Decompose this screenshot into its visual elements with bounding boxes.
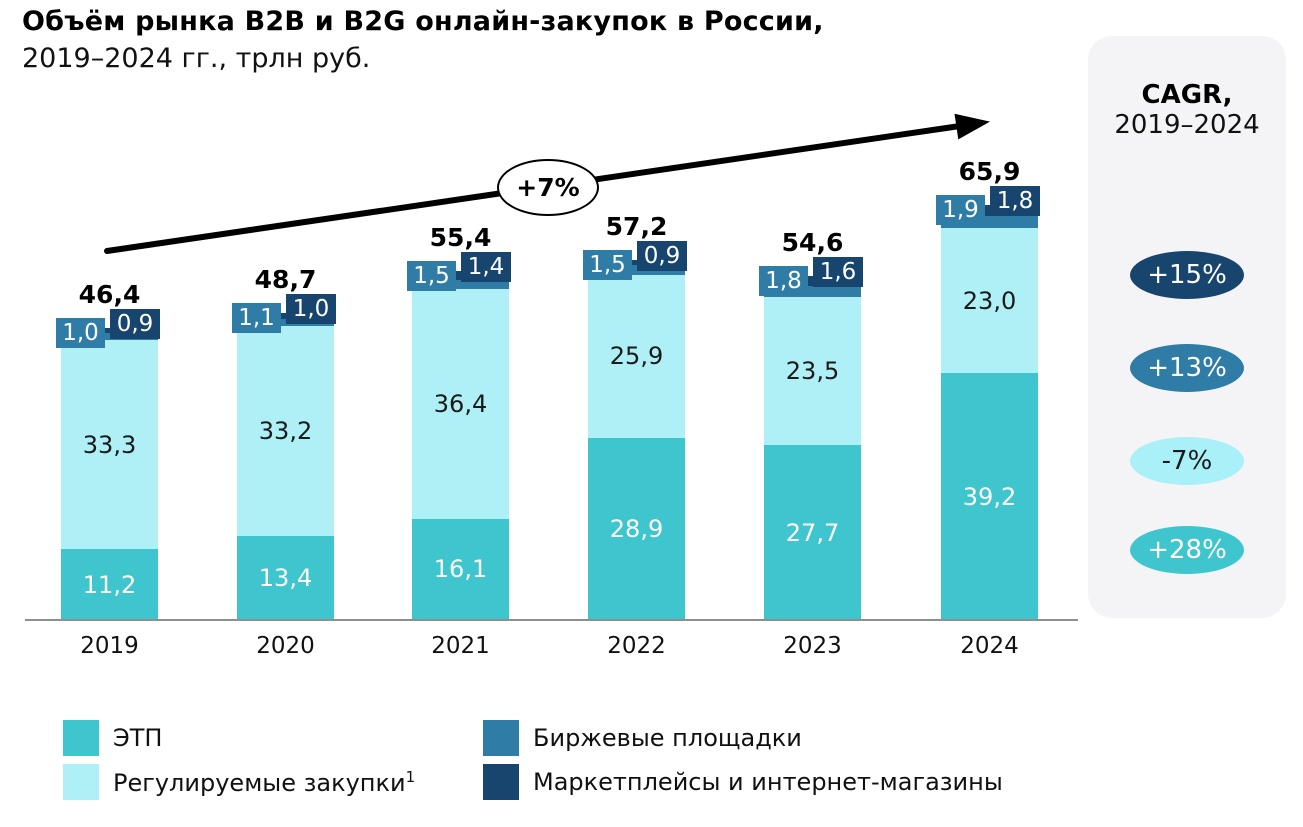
bar-total-label: 48,7 bbox=[254, 265, 317, 295]
x-axis-line bbox=[25, 619, 1078, 621]
marketplace-value-callout: 1,0 bbox=[286, 294, 336, 325]
bar-2022: 28,9 25,9 1,5 0,9 57,2 bbox=[583, 212, 687, 620]
segment-2022-2: 25,9 bbox=[588, 274, 685, 438]
exchange-value-callout: 1,0 bbox=[56, 317, 105, 348]
segment-2022-3 bbox=[588, 265, 685, 275]
segment-2023-1: 27,7 bbox=[764, 445, 861, 620]
trend-arrowhead-icon bbox=[954, 113, 990, 140]
marketplace-value-callout: 1,4 bbox=[461, 251, 511, 282]
segment-value-label: 23,0 bbox=[962, 286, 1017, 315]
legend-item-label: Маркетплейсы и интернет-магазины bbox=[533, 768, 1003, 796]
segment-2024-4 bbox=[941, 204, 1038, 217]
legend-swatch-icon bbox=[63, 764, 99, 800]
trend-growth-badge: +7% bbox=[497, 159, 599, 216]
segment-2020-1: 13,4 bbox=[237, 535, 334, 620]
segment-2023-3 bbox=[764, 286, 861, 298]
legend-item-label: ЭТП bbox=[113, 724, 163, 752]
cagr-value-oval: +28% bbox=[1130, 526, 1244, 574]
legend-item-label: Биржевые площадки bbox=[533, 724, 802, 752]
chart-title: Объём рынка B2B и B2G онлайн-закупок в Р… bbox=[22, 6, 824, 37]
segment-2020-3 bbox=[237, 319, 334, 327]
marketplace-value-callout: 0,9 bbox=[637, 240, 687, 271]
bar-2024: 39,2 23,0 1,9 1,8 65,9 bbox=[936, 157, 1040, 620]
segment-value-label: 13,4 bbox=[258, 563, 313, 592]
x-axis-tick-2020: 2020 bbox=[256, 633, 315, 659]
marketplace-value-callout: 1,6 bbox=[813, 257, 863, 288]
segment-value-label: 33,2 bbox=[258, 417, 313, 445]
x-axis-tick-2023: 2023 bbox=[783, 633, 842, 659]
segment-value-label: 28,9 bbox=[609, 514, 664, 543]
cagr-value-oval: +13% bbox=[1130, 344, 1244, 392]
segment-value-label: 16,1 bbox=[433, 555, 488, 584]
cagr-value-oval: +15% bbox=[1130, 251, 1244, 299]
segment-2022-4 bbox=[588, 259, 685, 266]
marketplace-value-callout: 1,8 bbox=[990, 185, 1040, 216]
bar-2019: 11,2 33,3 1,0 0,9 46,4 bbox=[56, 280, 160, 620]
segment-2019-4 bbox=[61, 327, 158, 334]
segment-2021-4 bbox=[412, 270, 509, 280]
legend-item: ЭТП bbox=[63, 719, 162, 757]
legend-swatch-icon bbox=[63, 720, 99, 756]
chart-subtitle: 2019–2024 гг., трлн руб. bbox=[22, 43, 371, 74]
segment-2021-3 bbox=[412, 279, 509, 290]
bar-total-label: 46,4 bbox=[78, 279, 141, 309]
bar-total-label: 55,4 bbox=[429, 222, 492, 252]
segment-value-label: 36,4 bbox=[433, 389, 488, 418]
segment-2019-1: 11,2 bbox=[61, 549, 158, 620]
segment-2021-2: 36,4 bbox=[412, 289, 509, 519]
bar-2020: 13,4 33,2 1,1 1,0 48,7 bbox=[232, 265, 336, 620]
exchange-value-callout: 1,8 bbox=[759, 266, 808, 297]
bar-total-label: 57,2 bbox=[605, 211, 668, 241]
segment-2022-1: 28,9 bbox=[588, 437, 685, 620]
segment-2024-2: 23,0 bbox=[941, 228, 1038, 374]
segment-2020-4 bbox=[237, 313, 334, 320]
cagr-value-oval: -7% bbox=[1130, 437, 1244, 485]
segment-2020-2: 33,2 bbox=[237, 326, 334, 536]
bar-2023: 27,7 23,5 1,8 1,6 54,6 bbox=[759, 228, 863, 620]
legend-item: Маркетплейсы и интернет-магазины bbox=[483, 763, 1003, 801]
exchange-value-callout: 1,5 bbox=[583, 249, 632, 280]
segment-value-label: 33,3 bbox=[82, 430, 137, 459]
legend-footnote-marker: 1 bbox=[405, 767, 416, 786]
segment-value-label: 11,2 bbox=[82, 570, 137, 599]
legend-swatch-icon bbox=[483, 764, 519, 800]
segment-2024-1: 39,2 bbox=[941, 373, 1038, 620]
segment-value-label: 23,5 bbox=[785, 357, 840, 386]
x-axis-tick-2022: 2022 bbox=[607, 633, 666, 659]
segment-2019-2: 33,3 bbox=[61, 339, 158, 550]
x-axis-tick-2024: 2024 bbox=[960, 633, 1019, 659]
segment-value-label: 39,2 bbox=[962, 482, 1017, 511]
cagr-title: CAGR, bbox=[1141, 80, 1233, 110]
trend-growth-label: +7% bbox=[516, 173, 580, 202]
bar-total-label: 54,6 bbox=[781, 228, 844, 258]
legend-item: Регулируемые закупки1 bbox=[63, 763, 415, 801]
segment-2023-4 bbox=[764, 276, 861, 287]
segment-2019-3 bbox=[61, 333, 158, 340]
marketplace-value-callout: 0,9 bbox=[110, 308, 160, 339]
segment-value-label: 25,9 bbox=[609, 342, 664, 371]
exchange-value-callout: 1,1 bbox=[232, 303, 281, 334]
bar-total-label: 65,9 bbox=[958, 156, 1021, 186]
cagr-panel: CAGR, 2019–2024 +15% +13% -7% +28% bbox=[1088, 36, 1286, 618]
cagr-subtitle: 2019–2024 bbox=[1114, 110, 1260, 140]
segment-2024-3 bbox=[941, 216, 1038, 229]
legend-item: Биржевые площадки bbox=[483, 719, 802, 757]
segment-value-label: 27,7 bbox=[785, 518, 840, 547]
x-axis-tick-2019: 2019 bbox=[80, 633, 139, 659]
exchange-value-callout: 1,5 bbox=[407, 260, 456, 291]
exchange-value-callout: 1,9 bbox=[936, 194, 985, 225]
legend-swatch-icon bbox=[483, 720, 519, 756]
x-axis-tick-2021: 2021 bbox=[431, 633, 490, 659]
segment-2021-1: 16,1 bbox=[412, 518, 509, 620]
bar-2021: 16,1 36,4 1,5 1,4 55,4 bbox=[407, 223, 511, 620]
legend-item-label: Регулируемые закупки1 bbox=[113, 767, 416, 797]
segment-2023-2: 23,5 bbox=[764, 297, 861, 446]
